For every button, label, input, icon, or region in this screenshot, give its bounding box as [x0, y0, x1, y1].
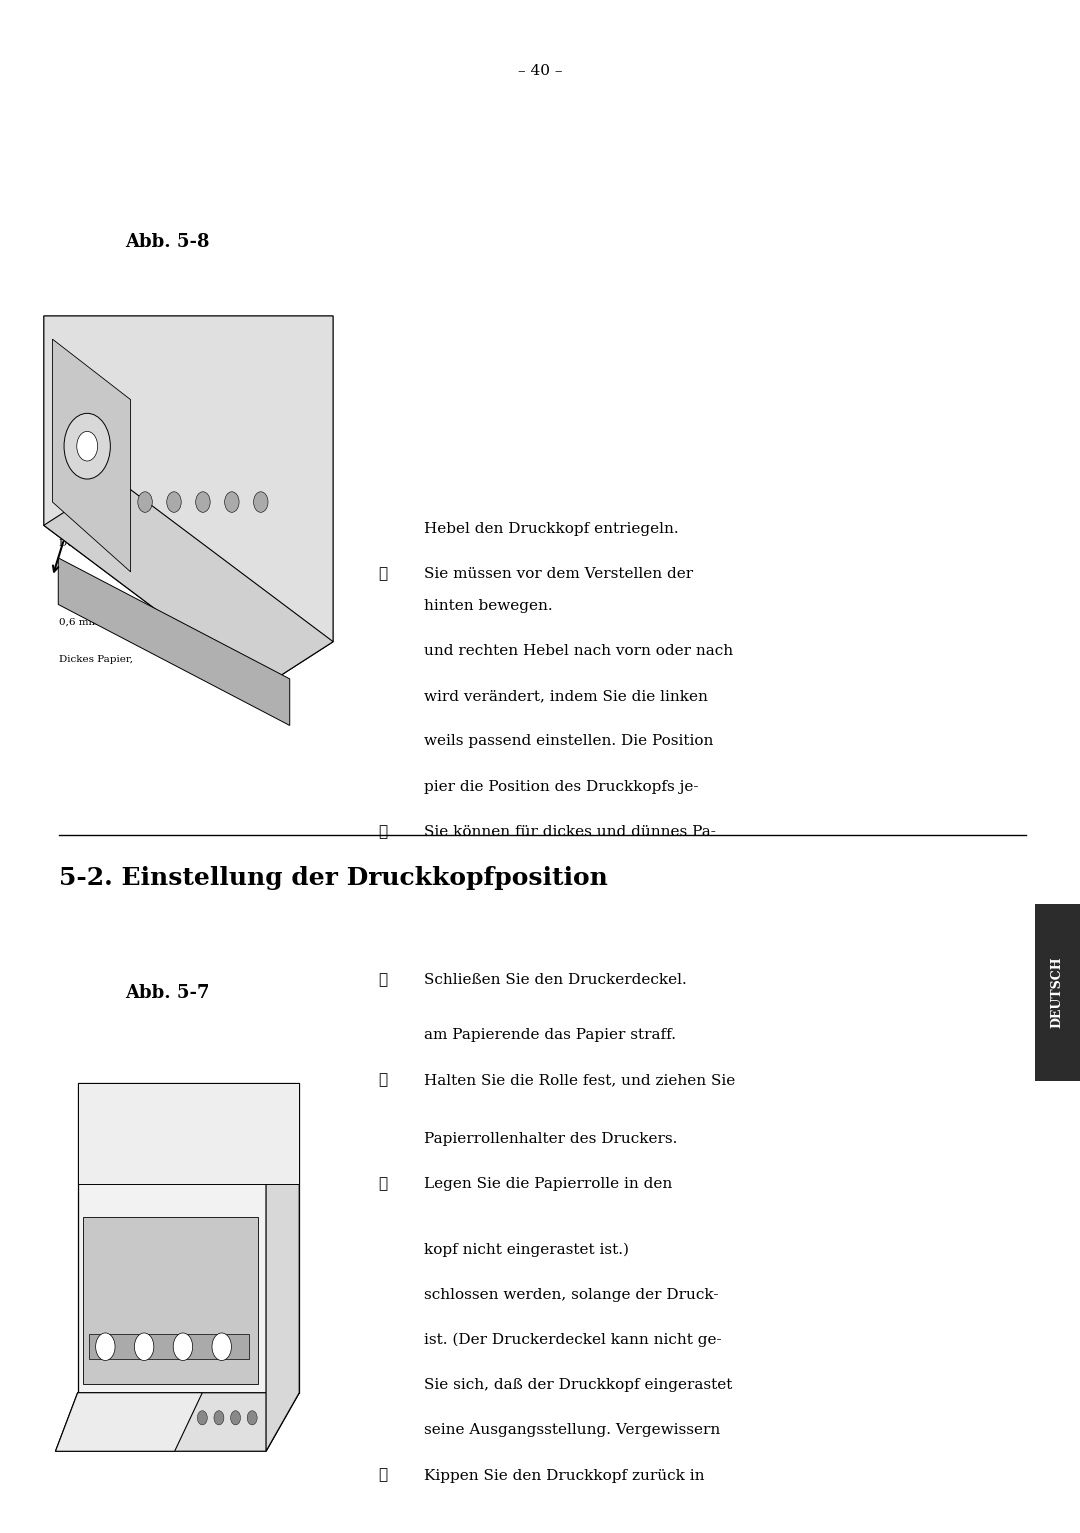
Circle shape: [225, 492, 239, 512]
Text: und rechten Hebel nach vorn oder nach: und rechten Hebel nach vorn oder nach: [424, 644, 733, 658]
Text: Sie müssen vor dem Verstellen der: Sie müssen vor dem Verstellen der: [424, 567, 693, 581]
Text: Abb. 5-8: Abb. 5-8: [125, 233, 210, 251]
Text: kopf nicht eingerastet ist.): kopf nicht eingerastet ist.): [424, 1242, 630, 1257]
Circle shape: [64, 414, 110, 478]
Text: Sie sich, daß der Druckkopf eingerastet: Sie sich, daß der Druckkopf eingerastet: [424, 1378, 733, 1392]
Polygon shape: [78, 1084, 299, 1183]
Bar: [1035, 904, 1080, 1081]
Bar: [35, 1012, 342, 1487]
Polygon shape: [44, 478, 333, 688]
Circle shape: [247, 1410, 257, 1424]
Text: schlossen werden, solange der Druck-: schlossen werden, solange der Druck-: [424, 1288, 719, 1302]
Polygon shape: [55, 1392, 202, 1452]
Text: ①: ①: [378, 825, 387, 839]
Circle shape: [134, 1334, 153, 1360]
Circle shape: [212, 1334, 231, 1360]
Text: Abb. 5-7: Abb. 5-7: [125, 984, 210, 1003]
Text: pier die Position des Druckkopfs je-: pier die Position des Druckkopfs je-: [424, 779, 699, 794]
Text: seine Ausgangsstellung. Vergewissern: seine Ausgangsstellung. Vergewissern: [424, 1423, 720, 1438]
Text: ⑩: ⑩: [378, 1469, 387, 1482]
Text: ⑪: ⑪: [378, 1177, 387, 1191]
Text: hinten bewegen.: hinten bewegen.: [424, 598, 553, 613]
Polygon shape: [55, 1392, 299, 1452]
Circle shape: [214, 1410, 224, 1424]
Text: DEUTSCH: DEUTSCH: [1051, 957, 1064, 1029]
Polygon shape: [53, 339, 131, 572]
Circle shape: [195, 492, 211, 512]
Text: Schließen Sie den Druckerdeckel.: Schließen Sie den Druckerdeckel.: [424, 973, 687, 987]
Circle shape: [230, 1410, 241, 1424]
Bar: [35, 268, 342, 797]
Text: Kippen Sie den Druckkopf zurück in: Kippen Sie den Druckkopf zurück in: [424, 1469, 705, 1482]
Circle shape: [173, 1334, 192, 1360]
Text: – 40 –: – 40 –: [517, 64, 563, 78]
Circle shape: [138, 492, 152, 512]
Polygon shape: [83, 1217, 258, 1384]
Circle shape: [254, 492, 268, 512]
Text: am Papierende das Papier straff.: am Papierende das Papier straff.: [424, 1027, 676, 1042]
Text: wird verändert, indem Sie die linken: wird verändert, indem Sie die linken: [424, 690, 708, 704]
Text: Dünnes Papier: Dünnes Papier: [59, 538, 136, 547]
Polygon shape: [78, 1084, 299, 1392]
Polygon shape: [266, 1084, 299, 1452]
Text: ②: ②: [378, 567, 387, 581]
Text: Hebel den Druckkopf entriegeln.: Hebel den Druckkopf entriegeln.: [424, 523, 679, 537]
Text: 0,6 mm: 0,6 mm: [59, 618, 98, 627]
Text: ⑫: ⑫: [378, 1073, 387, 1087]
Polygon shape: [44, 316, 333, 688]
Text: Halten Sie die Rolle fest, und ziehen Sie: Halten Sie die Rolle fest, und ziehen Si…: [424, 1073, 735, 1087]
Text: Dickes Papier,: Dickes Papier,: [59, 655, 133, 664]
Circle shape: [198, 1410, 207, 1424]
Text: ⑬: ⑬: [378, 973, 387, 987]
Polygon shape: [58, 558, 289, 725]
Text: ist. (Der Druckerdeckel kann nicht ge-: ist. (Der Druckerdeckel kann nicht ge-: [424, 1332, 723, 1348]
Text: 5-2. Einstellung der Druckkopfposition: 5-2. Einstellung der Druckkopfposition: [59, 866, 608, 891]
Text: weils passend einstellen. Die Position: weils passend einstellen. Die Position: [424, 734, 714, 748]
Text: Papierrollenhalter des Druckers.: Papierrollenhalter des Druckers.: [424, 1131, 678, 1147]
Circle shape: [96, 1334, 116, 1360]
Circle shape: [77, 431, 97, 461]
Circle shape: [166, 492, 181, 512]
Text: Sie können für dickes und dünnes Pa-: Sie können für dickes und dünnes Pa-: [424, 825, 716, 839]
Polygon shape: [89, 1334, 249, 1360]
Text: Legen Sie die Papierrolle in den: Legen Sie die Papierrolle in den: [424, 1177, 673, 1191]
